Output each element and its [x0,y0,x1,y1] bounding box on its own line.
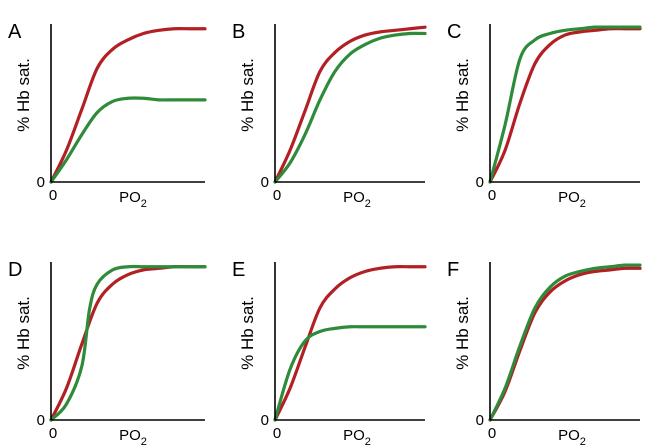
y-axis-label: % Hb sat. [238,58,257,132]
x-origin-label: 0 [49,425,57,442]
red-saturation-curve [275,27,425,182]
panel-c: C % Hb sat. 00 PO2 [447,21,640,210]
green-saturation-curve [51,98,205,182]
x-origin-label: 0 [49,187,57,204]
x-axis-label: PO2 [558,427,586,448]
panel-letter: B [232,21,245,43]
x-origin-label: 0 [488,425,496,442]
x-axis-label: PO2 [343,427,371,448]
y-axis-label: % Hb sat. [453,296,472,370]
y-origin-label: 0 [476,174,484,191]
panel-letter: E [232,259,245,281]
green-saturation-curve [490,27,640,182]
red-saturation-curve [490,268,640,420]
red-saturation-curve [490,29,640,182]
y-origin-label: 0 [37,412,45,429]
red-saturation-curve [275,267,425,420]
red-saturation-curve [51,29,205,182]
red-saturation-curve [51,267,205,420]
y-axis-label: % Hb sat. [238,296,257,370]
panel-letter: A [8,21,22,43]
panel-letter: C [447,21,461,43]
panel-letter: F [447,259,459,281]
x-axis-label: PO2 [343,189,371,210]
green-saturation-curve [275,327,425,420]
green-saturation-curve [51,267,205,420]
y-origin-label: 0 [37,174,45,191]
y-axis-label: % Hb sat. [14,296,33,370]
panel-b: B % Hb sat. 00 PO2 [232,21,425,210]
panel-d: D % Hb sat. 00 PO2 [8,259,205,448]
panel-e: E % Hb sat. 00 PO2 [232,259,425,448]
green-saturation-curve [490,265,640,420]
x-origin-label: 0 [273,187,281,204]
x-origin-label: 0 [488,187,496,204]
panel-letter: D [8,259,22,281]
x-origin-label: 0 [273,425,281,442]
y-origin-label: 0 [261,174,269,191]
y-origin-label: 0 [476,412,484,429]
x-axis-label: PO2 [119,427,147,448]
y-axis-label: % Hb sat. [14,58,33,132]
x-axis-label: PO2 [558,189,586,210]
green-saturation-curve [275,33,425,182]
y-axis-label: % Hb sat. [453,58,472,132]
panel-f: F % Hb sat. 00 PO2 [447,259,640,448]
x-axis-label: PO2 [119,189,147,210]
y-origin-label: 0 [261,412,269,429]
panel-a: A % Hb sat. 00 PO2 [8,21,205,210]
